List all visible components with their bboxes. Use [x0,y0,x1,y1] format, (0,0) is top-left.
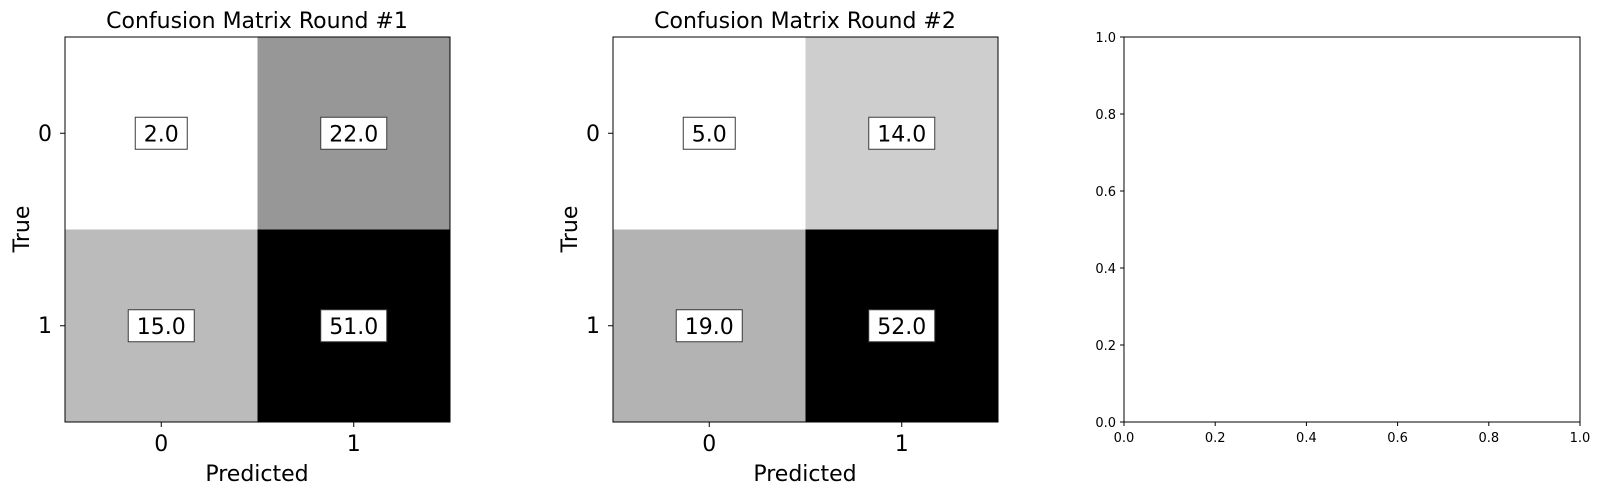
cm1-frame [64,36,451,423]
cm2-frame [612,36,999,423]
cm1-value-0-0: 2.0 [144,122,179,147]
cm2-y-ticks: 0 1 [586,122,613,339]
cm2-title: Confusion Matrix Round #2 [654,9,956,34]
empty-y-tick-1: 0.2 [1095,339,1116,354]
empty-y-tick-3: 0.6 [1095,185,1116,200]
cm1-value-0-1: 22.0 [329,122,378,147]
cm1-value-1-1: 51.0 [329,315,378,340]
confusion-matrix-2: Confusion Matrix Round #2 5.0 14.0 19.0 52.… [558,9,999,487]
empty-axes-y-ticks: 0.0 0.2 0.4 0.6 0.8 1.0 [1095,31,1124,431]
cm2-value-box-1-1 [868,309,936,343]
cm2-y-tick-0: 0 [586,122,600,147]
empty-axes-x-ticks: 0.0 0.2 0.4 0.6 0.8 1.0 [1114,422,1591,446]
cm2-y-tick-1: 1 [586,314,600,339]
cm2-value-box-1-0 [675,309,743,343]
cm2-value-0-0: 5.0 [692,122,727,147]
cm1-y-tick-1: 1 [38,314,52,339]
cm2-cells: 5.0 14.0 19.0 52.0 [613,37,998,422]
cm2-xlabel: Predicted [753,462,856,487]
cm1-value-1-0: 15.0 [137,315,186,340]
empty-y-tick-4: 0.8 [1095,108,1116,123]
cm1-x-ticks: 0 1 [154,422,361,457]
cm1-value-box-0-0 [134,116,188,150]
cm2-value-0-1: 14.0 [877,122,926,147]
cm1-value-box-1-1 [320,309,388,343]
cm2-value-box-0-0 [682,116,736,150]
cm1-title: Confusion Matrix Round #1 [106,9,408,34]
cm1-cells: 2.0 22.0 15.0 51.0 [65,37,450,422]
cm1-ylabel: True [10,206,35,254]
empty-x-tick-2: 0.4 [1296,431,1317,446]
confusion-matrix-1: Confusion Matrix Round #1 2.0 22.0 15.0 51.… [10,9,451,487]
cm2-value-1-1: 52.0 [877,315,926,340]
empty-x-tick-3: 0.6 [1387,431,1408,446]
empty-y-tick-5: 1.0 [1095,31,1116,46]
cm2-x-tick-0: 0 [702,432,716,457]
cm1-x-tick-1: 1 [347,432,361,457]
cm2-value-box-0-1 [868,116,936,150]
empty-x-tick-5: 1.0 [1570,431,1591,446]
cm2-x-tick-1: 1 [895,432,909,457]
cm1-value-box-0-1 [320,116,388,150]
empty-axes: 0.0 0.2 0.4 0.6 0.8 1.0 0.0 0.2 0.4 0.6 0.8 1.0 [1095,31,1590,446]
empty-x-tick-0: 0.0 [1114,431,1135,446]
cm1-value-box-1-0 [127,309,195,343]
empty-x-tick-4: 0.8 [1478,431,1499,446]
cm2-value-1-0: 19.0 [685,315,734,340]
cm1-y-ticks: 0 1 [38,122,65,339]
empty-x-tick-1: 0.2 [1205,431,1226,446]
cm1-xlabel: Predicted [205,462,308,487]
empty-y-tick-2: 0.4 [1095,262,1116,277]
cm1-y-tick-0: 0 [38,122,52,147]
cm2-x-ticks: 0 1 [702,422,909,457]
cm1-x-tick-0: 0 [154,432,168,457]
cm2-ylabel: True [558,206,583,254]
empty-axes-frame [1123,36,1581,423]
empty-y-tick-0: 0.0 [1095,416,1116,431]
